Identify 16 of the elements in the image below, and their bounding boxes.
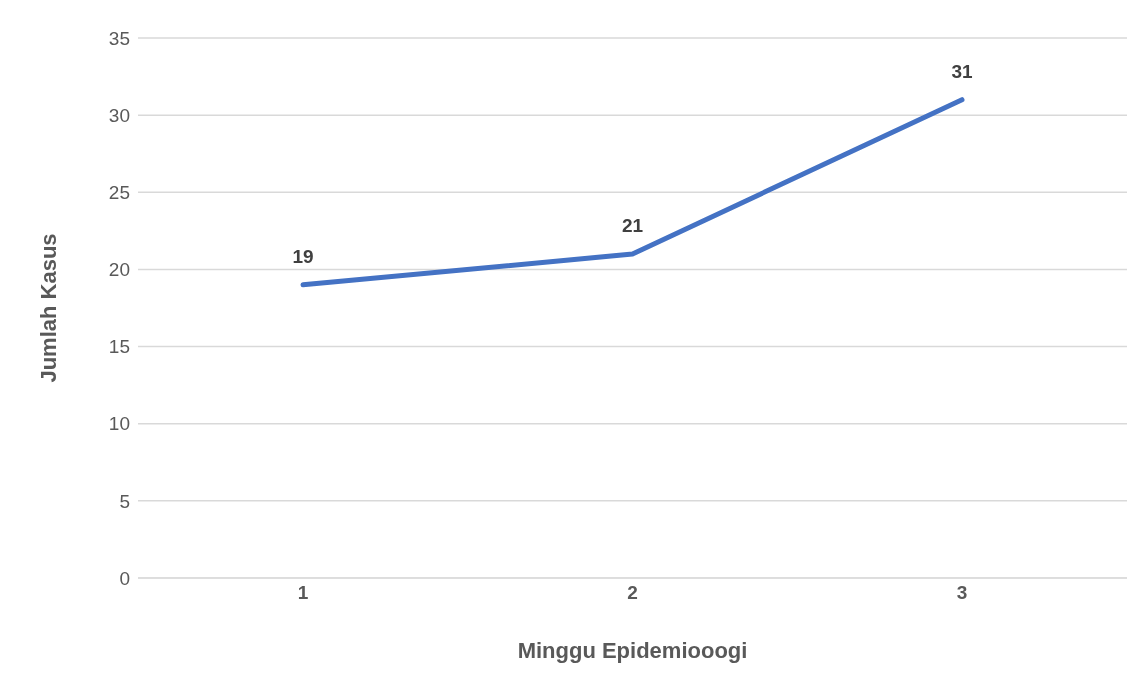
y-tick-label: 15 (108, 336, 130, 358)
x-axis-title: Minggu Epidemiooogi (517, 638, 748, 663)
y-tick-label: 0 (119, 567, 130, 589)
y-tick-label: 5 (119, 490, 130, 512)
data-label: 31 (951, 60, 973, 82)
data-label: 19 (292, 245, 314, 267)
y-tick-label: 20 (108, 259, 130, 281)
y-tick-label: 10 (108, 413, 130, 435)
y-tick-label: 35 (108, 27, 130, 49)
data-label: 21 (621, 215, 644, 236)
x-tick-label: 2 (627, 582, 638, 604)
x-tick-label: 1 (297, 582, 309, 604)
y-tick-label: 30 (108, 104, 130, 126)
y-axis-title: Jumlah Kasus (35, 233, 61, 383)
x-tick-label: 3 (956, 582, 968, 604)
y-tick-label: 25 (108, 182, 130, 204)
